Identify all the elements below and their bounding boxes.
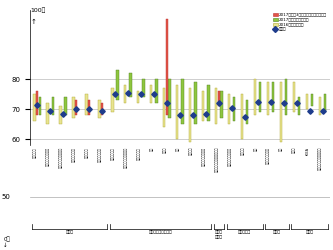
Text: その他: その他 (306, 230, 313, 234)
Bar (101, 103, 103, 115)
Bar (124, 85, 127, 103)
Text: 外食チェーン: 外食チェーン (111, 147, 115, 160)
Legend: 2017年度第3回（今回）　向善の範囲, 2017年度調査全の範囲, 2016年度調査結果, 中央値: 2017年度第3回（今回） 向善の範囲, 2017年度調査全の範囲, 2016年… (273, 12, 328, 32)
Bar (324, 94, 326, 112)
Bar (220, 91, 222, 118)
Bar (311, 94, 313, 106)
Text: 出版系: 出版系 (273, 230, 281, 234)
Bar (189, 88, 191, 142)
Text: ニトリ: ニトリ (293, 147, 297, 153)
Text: コンビニ: コンビニ (189, 147, 193, 156)
Bar (293, 82, 295, 112)
Bar (137, 91, 140, 103)
Bar (150, 85, 153, 103)
Bar (233, 97, 235, 121)
Text: 小売系: 小売系 (66, 230, 74, 234)
Text: スーパーマーケット: スーパーマーケット (46, 147, 50, 166)
Text: 外食: 外食 (176, 147, 180, 151)
Text: ホテル: ホテル (163, 147, 167, 153)
Text: 通販・
販売系: 通販・ 販売系 (215, 230, 223, 239)
Text: ↑: ↑ (31, 19, 37, 25)
Bar (176, 85, 178, 139)
Text: テーマパーク: テーマパーク (137, 147, 141, 160)
Text: 生活支源系: 生活支源系 (238, 230, 251, 234)
Text: 阪急百貨店: 阪急百貨店 (33, 147, 37, 158)
Bar (72, 97, 75, 118)
Bar (215, 88, 217, 124)
Bar (267, 82, 269, 115)
Text: 銀行: 銀行 (254, 147, 258, 151)
Bar (168, 79, 170, 118)
Bar (228, 94, 230, 124)
Bar (155, 79, 158, 103)
Bar (207, 85, 209, 121)
Text: 家電量販店: 家電量販店 (85, 147, 89, 158)
Bar (111, 88, 114, 112)
Bar (272, 82, 274, 112)
Bar (241, 94, 243, 139)
Bar (85, 94, 88, 115)
Text: ドラッグストア: ドラッグストア (72, 147, 76, 162)
Text: 100点: 100点 (31, 8, 46, 13)
Text: 生命保険: 生命保険 (241, 147, 245, 156)
Bar (306, 94, 308, 109)
Text: 0点
↓: 0点 ↓ (3, 236, 10, 248)
Text: 出版: 出版 (280, 147, 284, 151)
Bar (319, 97, 321, 115)
Bar (36, 91, 38, 115)
Bar (285, 79, 287, 115)
Bar (65, 97, 67, 115)
Text: サービスステーション: サービスステーション (124, 147, 128, 168)
Bar (280, 82, 282, 142)
Bar (129, 73, 132, 97)
Bar (59, 106, 62, 124)
Text: クレジットカード: クレジットカード (267, 147, 271, 164)
Text: フィットネスクラブ: フィットネスクラブ (228, 147, 232, 166)
Bar (194, 82, 196, 124)
Bar (52, 97, 54, 115)
Text: コンビニエンスストア: コンビニエンスストア (59, 147, 63, 168)
Bar (33, 94, 36, 121)
Text: 航空: 航空 (150, 147, 154, 151)
Bar (246, 100, 248, 124)
Text: 観光・飲食・交通系: 観光・飲食・交通系 (149, 230, 172, 234)
Bar (46, 103, 49, 124)
Text: スーパーマーケット: スーパーマーケット (202, 147, 206, 166)
Bar (217, 91, 220, 106)
Bar (88, 100, 90, 115)
Bar (98, 100, 101, 118)
Bar (181, 79, 183, 124)
Bar (254, 79, 256, 115)
Bar (75, 100, 77, 115)
Text: IKEA: IKEA (306, 147, 310, 155)
Bar (166, 19, 168, 115)
Text: 50: 50 (1, 194, 10, 200)
Bar (116, 70, 119, 100)
Bar (298, 97, 300, 115)
Text: 家具・インテリア・雑貨: 家具・インテリア・雑貨 (319, 147, 323, 170)
Bar (163, 88, 166, 127)
Bar (259, 82, 261, 112)
Text: 通販・ネットショッピング: 通販・ネットショッピング (215, 147, 219, 172)
Bar (202, 91, 204, 121)
Bar (39, 97, 41, 115)
Text: ホームセンター: ホームセンター (98, 147, 102, 162)
Bar (142, 79, 145, 97)
